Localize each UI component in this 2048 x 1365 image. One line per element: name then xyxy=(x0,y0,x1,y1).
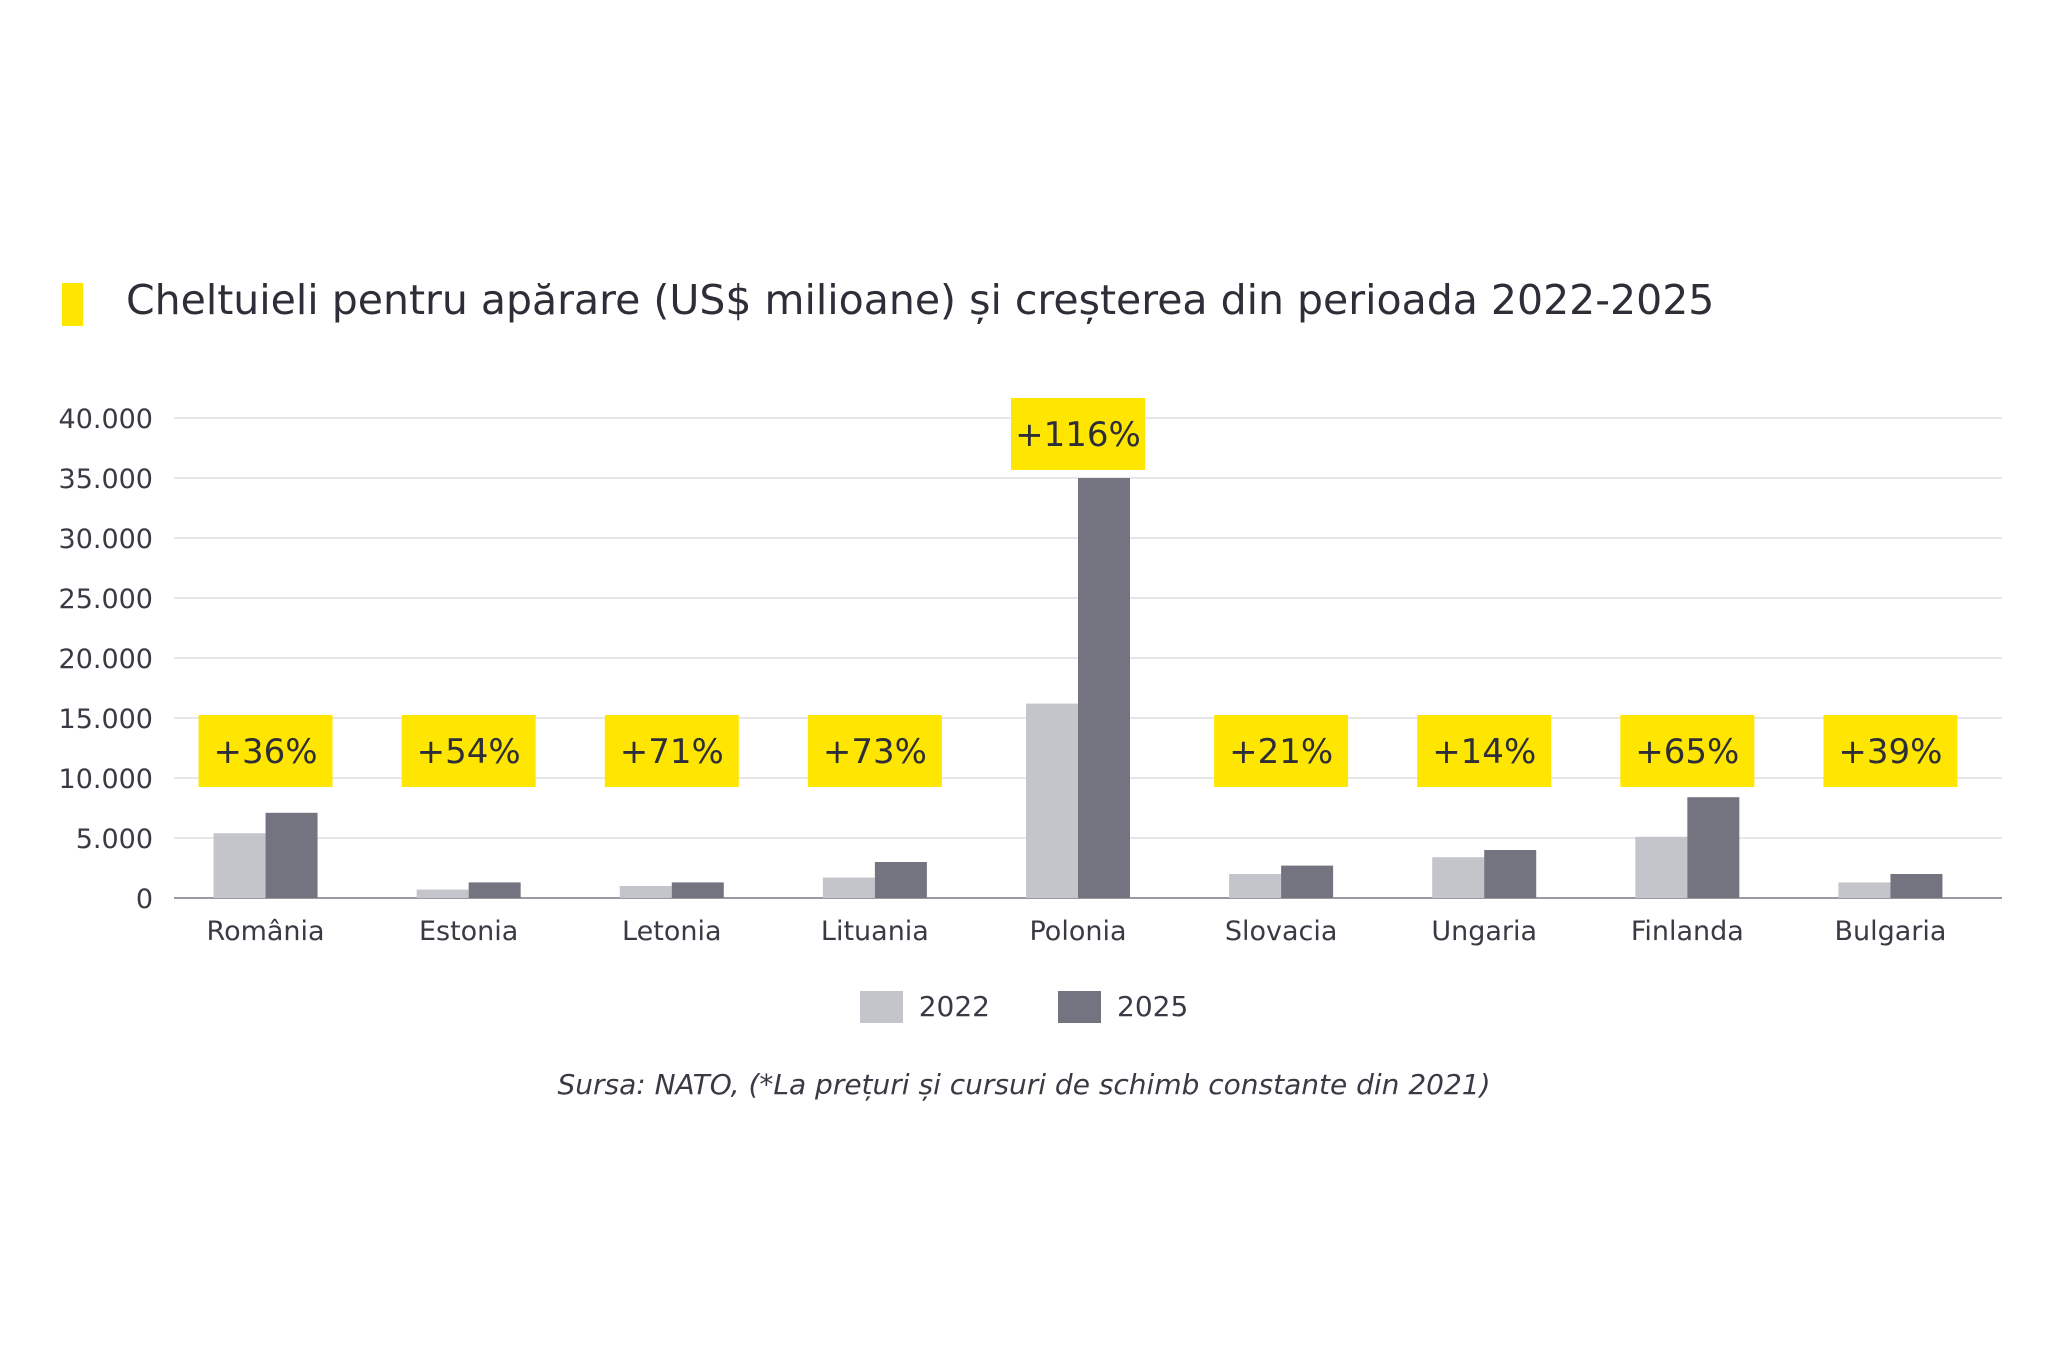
growth-label: +71% xyxy=(620,732,724,772)
legend-label-2025: 2025 xyxy=(1117,990,1189,1023)
growth-label-box xyxy=(807,715,942,787)
x-tick-label: Polonia xyxy=(1029,916,1126,947)
x-tick-label: Finlanda xyxy=(1631,916,1744,947)
growth-label: +54% xyxy=(417,732,521,772)
growth-label: +36% xyxy=(214,732,318,772)
bar-2025 xyxy=(1078,478,1130,898)
source-note: Sursa: NATO, (*La prețuri și cursuri de … xyxy=(557,1068,1491,1101)
bar-2022 xyxy=(1635,836,1688,898)
x-tick-label: Bulgaria xyxy=(1834,916,1946,947)
legend-item-2022: 2022 xyxy=(859,990,990,1023)
y-tick-label: 40.000 xyxy=(59,404,153,435)
growth-label: +39% xyxy=(1838,732,1942,772)
bar-2025 xyxy=(874,862,927,898)
legend-swatch-2022 xyxy=(859,990,903,1023)
bar-2022 xyxy=(416,889,469,898)
legend-label-2022: 2022 xyxy=(918,990,990,1023)
bar-2025 xyxy=(1281,865,1334,898)
y-tick-label: 25.000 xyxy=(59,584,153,615)
bar-2022 xyxy=(1026,703,1078,898)
bar-2025 xyxy=(1484,850,1537,898)
x-tick-label: Letonia xyxy=(622,916,721,947)
y-tick-label: 15.000 xyxy=(59,704,153,735)
growth-label: +21% xyxy=(1229,732,1333,772)
growth-label: +73% xyxy=(823,732,927,772)
growth-label-box xyxy=(604,715,739,787)
growth-label-box xyxy=(401,715,536,787)
bar-2022 xyxy=(822,877,875,898)
growth-label-box xyxy=(1417,715,1552,787)
growth-label-box xyxy=(198,715,333,787)
x-tick-label: România xyxy=(207,916,325,947)
y-tick-label: 0 xyxy=(136,884,153,915)
chart-title: Cheltuieli pentru apărare (US$ milioane)… xyxy=(126,276,1715,324)
y-tick-label: 35.000 xyxy=(59,464,153,495)
bar-2025 xyxy=(265,812,318,898)
chart-legend: 2022 2025 xyxy=(0,990,2048,1023)
bar-2022 xyxy=(619,886,672,898)
x-tick-label: Lituania xyxy=(821,916,929,947)
bar-2022 xyxy=(1432,857,1485,898)
growth-label-box xyxy=(1011,398,1145,470)
growth-label-box xyxy=(1823,715,1958,787)
x-tick-label: Ungaria xyxy=(1431,916,1537,947)
bar-2025 xyxy=(671,882,724,898)
bar-2025 xyxy=(1890,874,1943,898)
title-accent-bar xyxy=(62,283,83,326)
bar-2022 xyxy=(1229,874,1282,898)
legend-swatch-2025 xyxy=(1058,990,1101,1023)
x-tick-label: Estonia xyxy=(419,916,518,947)
legend-item-2025: 2025 xyxy=(1058,990,1188,1023)
y-tick-label: 5.000 xyxy=(76,824,153,855)
growth-label: +65% xyxy=(1635,732,1739,772)
growth-label-box xyxy=(1620,715,1755,787)
growth-label: +116% xyxy=(1015,415,1141,455)
growth-label: +14% xyxy=(1432,732,1536,772)
y-tick-label: 30.000 xyxy=(59,524,153,555)
y-tick-label: 10.000 xyxy=(59,764,153,795)
growth-label-box xyxy=(1214,715,1349,787)
bar-2025 xyxy=(468,882,521,898)
bar-2025 xyxy=(1687,797,1740,898)
bar-2022 xyxy=(213,833,266,898)
x-tick-label: Slovacia xyxy=(1225,916,1338,947)
y-tick-label: 20.000 xyxy=(59,644,153,675)
bar-2022 xyxy=(1838,882,1891,898)
